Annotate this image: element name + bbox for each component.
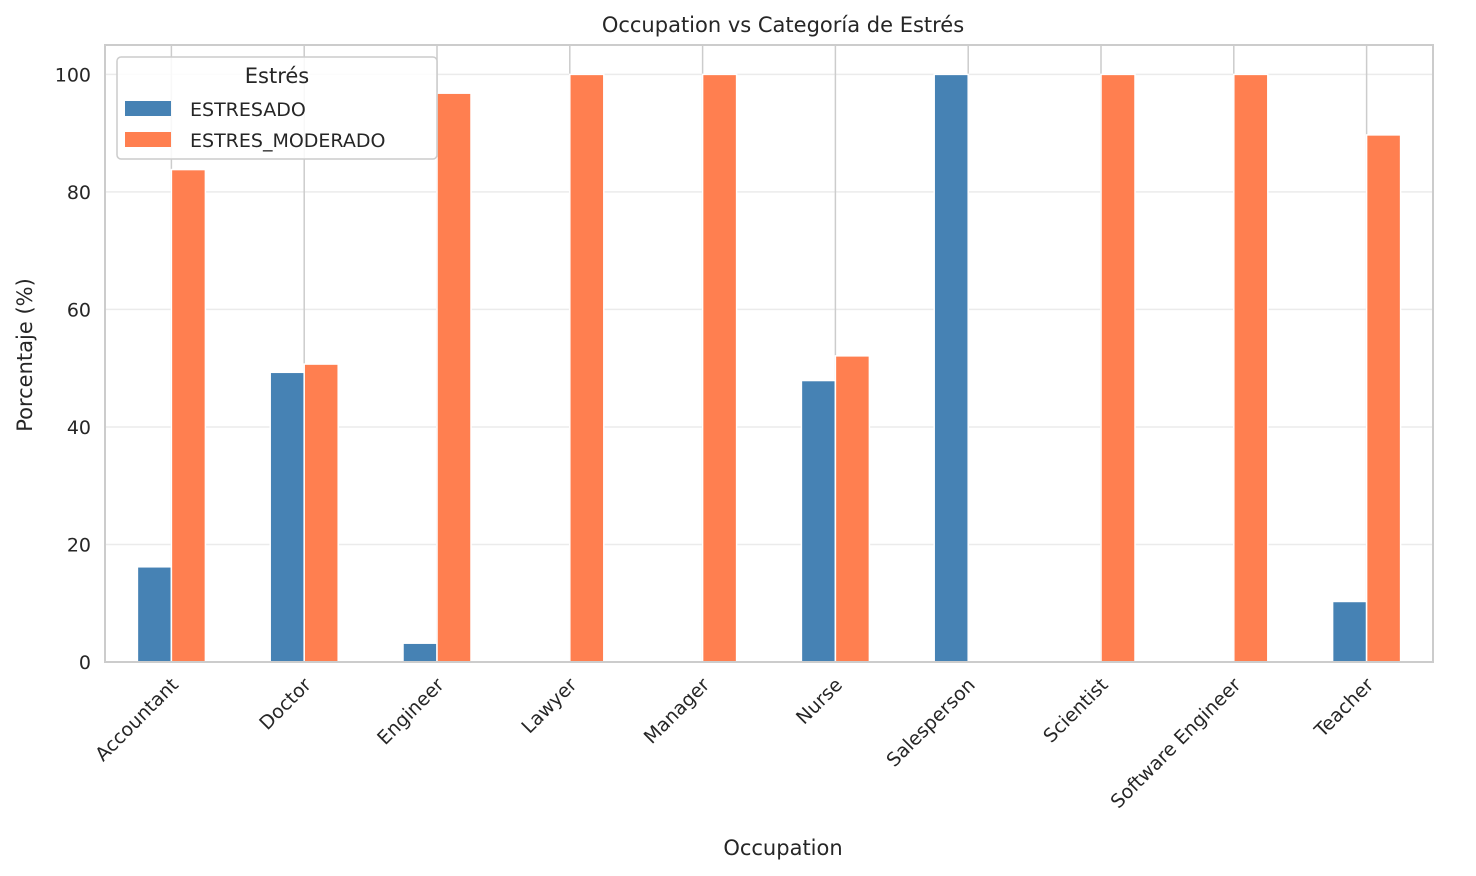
bars: [136, 73, 1402, 663]
bar-estresado-engineer: [402, 642, 438, 663]
bar-estres-moderado-manager: [701, 73, 738, 663]
bar-estresado-accountant: [136, 566, 173, 663]
legend-swatch-estresado: [125, 101, 171, 116]
bar-estres-moderado-scientist: [1100, 73, 1136, 663]
legend-swatch-estres-moderado: [125, 132, 171, 147]
y-tick-label: 0: [79, 652, 91, 674]
x-axis-title: Occupation: [723, 836, 842, 860]
y-tick-label: 100: [55, 64, 91, 86]
legend: Estrés ESTRESADO ESTRES_MODERADO: [116, 56, 438, 160]
legend-label-estres-moderado: ESTRES_MODERADO: [190, 130, 385, 152]
y-tick-label: 80: [67, 182, 91, 204]
bar-estresado-nurse: [800, 379, 837, 663]
plot-frame: [104, 44, 1434, 663]
bar-estresado-salesperson: [933, 73, 969, 663]
y-tick-label: 40: [67, 417, 91, 439]
bar-estres-moderado-software-engineer: [1233, 73, 1269, 663]
bar-estres-moderado-engineer: [436, 92, 472, 663]
bar-estresado-teacher: [1331, 600, 1368, 663]
y-tick-labels: 0 20 40 60 80 100: [55, 64, 91, 674]
bar-estresado-doctor: [269, 371, 305, 663]
legend-title: Estrés: [245, 64, 309, 88]
y-tick-label: 60: [67, 299, 91, 321]
y-tick-label: 20: [67, 534, 91, 556]
bar-estres-moderado-doctor: [303, 363, 339, 663]
bar-estres-moderado-nurse: [834, 355, 871, 663]
chart-title: Occupation vs Categoría de Estrés: [602, 13, 964, 37]
y-axis-title: Porcentaje (%): [13, 278, 37, 432]
bar-estres-moderado-lawyer: [569, 73, 605, 663]
legend-box: [116, 56, 438, 160]
bar-estres-moderado-accountant: [170, 168, 207, 663]
bar-estres-moderado-teacher: [1365, 134, 1402, 663]
legend-label-estresado: ESTRESADO: [190, 99, 306, 121]
